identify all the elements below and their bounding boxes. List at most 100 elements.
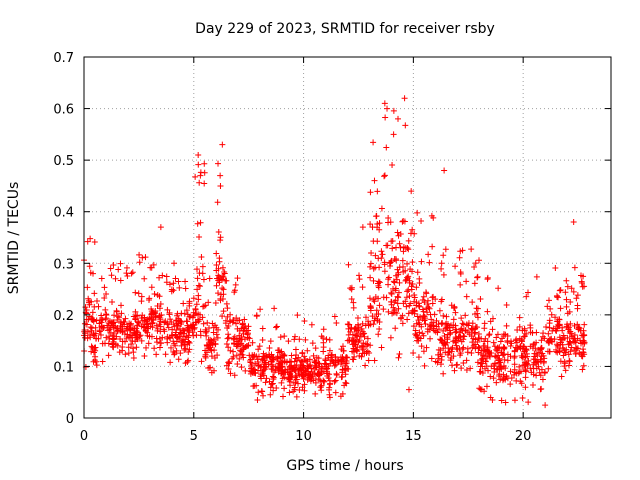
data-point [208,369,215,376]
data-point [467,365,474,372]
data-point [442,341,449,348]
axis-ticks: 0 0.1 0.2 0.3 0.4 0.5 0.6 0.7 0 5 10 15 20 [53,51,611,444]
data-point [279,393,286,400]
data-point [381,173,388,180]
data-point [322,357,329,364]
data-point [206,275,213,282]
data-point [536,349,543,356]
data-point [438,320,445,327]
data-points [81,95,588,409]
data-point [196,234,203,241]
data-point [282,366,289,373]
data-point [225,359,232,366]
data-point [415,354,422,361]
data-point [394,293,401,300]
data-point [457,269,464,276]
data-point [166,281,173,288]
data-point [185,324,192,331]
data-point [422,315,429,322]
data-point [406,277,413,284]
data-point [180,300,187,307]
data-point [364,335,371,342]
data-point [93,362,100,369]
data-point [370,277,377,284]
data-point [193,319,200,326]
data-point [130,325,137,332]
data-point [521,325,528,332]
data-point [98,275,105,282]
data-point [528,369,535,376]
data-point [394,229,401,236]
data-point [498,397,505,404]
data-point [267,384,274,391]
data-point [114,325,121,332]
data-point [552,265,559,272]
data-point [457,352,464,359]
data-point [153,351,160,358]
data-point [574,292,581,299]
data-point [419,330,426,337]
data-point [404,316,411,323]
data-point [165,324,172,331]
data-point [375,295,382,302]
data-point [442,325,449,332]
y-tick-label: 0.5 [53,154,74,169]
data-point [388,258,395,265]
data-point [545,297,552,304]
data-point [507,368,514,375]
data-point [581,331,588,338]
data-point [161,319,168,326]
data-point [154,339,161,346]
data-point [390,131,397,138]
data-point [450,316,457,323]
data-point [132,289,139,296]
data-point [139,312,146,319]
data-point [214,352,221,359]
data-point [89,309,96,316]
data-point [313,354,320,361]
data-point [457,248,464,255]
data-point [462,312,469,319]
data-point [385,215,392,222]
data-point [422,321,429,328]
data-point [498,349,505,356]
data-point [156,344,163,351]
data-point [408,283,415,290]
data-point [519,362,526,369]
data-point [88,343,95,350]
data-point [454,361,461,368]
data-point [190,295,197,302]
data-point [209,342,216,349]
data-point [293,376,300,383]
data-point [117,336,124,343]
data-point [193,301,200,308]
data-point [409,268,416,275]
data-point [573,295,580,302]
data-point [286,378,293,385]
data-point [212,322,219,329]
data-point [231,289,238,296]
data-point [143,344,150,351]
data-point [304,364,311,371]
data-point [141,353,148,360]
data-point [227,370,234,377]
data-point [368,250,375,257]
x-tick-label: 0 [80,429,88,444]
data-point [568,285,575,292]
data-point [183,307,190,314]
data-point [279,363,286,370]
data-point [217,237,224,244]
data-point [245,323,252,330]
data-point [136,333,143,340]
data-point [99,358,106,365]
data-point [213,267,220,274]
y-tick-label: 0.2 [53,309,74,324]
data-point [223,362,230,369]
data-point [242,367,249,374]
data-point [307,361,314,368]
data-point [260,353,267,360]
data-point [570,338,577,345]
y-tick-label: 0.4 [53,206,74,221]
data-point [376,302,383,309]
data-point [142,317,149,324]
